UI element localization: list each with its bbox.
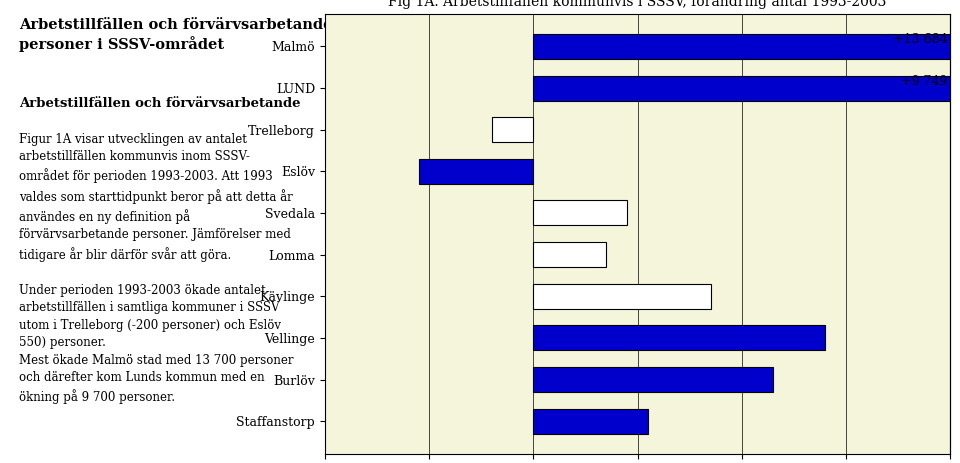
Text: +9 749: +9 749 — [901, 75, 948, 88]
Title: Fig 1A. Arbetstillfällen kommunvis i SSSV, förändring antal 1993-2003: Fig 1A. Arbetstillfällen kommunvis i SSS… — [389, 0, 887, 8]
Bar — [534, 34, 950, 59]
Bar — [534, 75, 950, 100]
Bar — [534, 409, 648, 434]
Bar — [534, 242, 607, 267]
Bar — [534, 325, 826, 350]
Bar — [419, 159, 534, 184]
Text: Figur 1A visar utvecklingen av antalet
arbetstillfällen kommunvis inom SSSV-
omr: Figur 1A visar utvecklingen av antalet a… — [19, 132, 294, 404]
Text: +13 684: +13 684 — [893, 33, 948, 46]
Bar — [492, 117, 534, 142]
Bar — [534, 200, 627, 225]
Bar — [534, 367, 773, 392]
Text: Arbetstillfällen och förvärvsarbetande
personer i SSSV-området: Arbetstillfällen och förvärvsarbetande p… — [19, 18, 332, 52]
Text: Arbetstillfällen och förvärvsarbetande: Arbetstillfällen och förvärvsarbetande — [19, 97, 300, 111]
Bar — [534, 284, 710, 309]
